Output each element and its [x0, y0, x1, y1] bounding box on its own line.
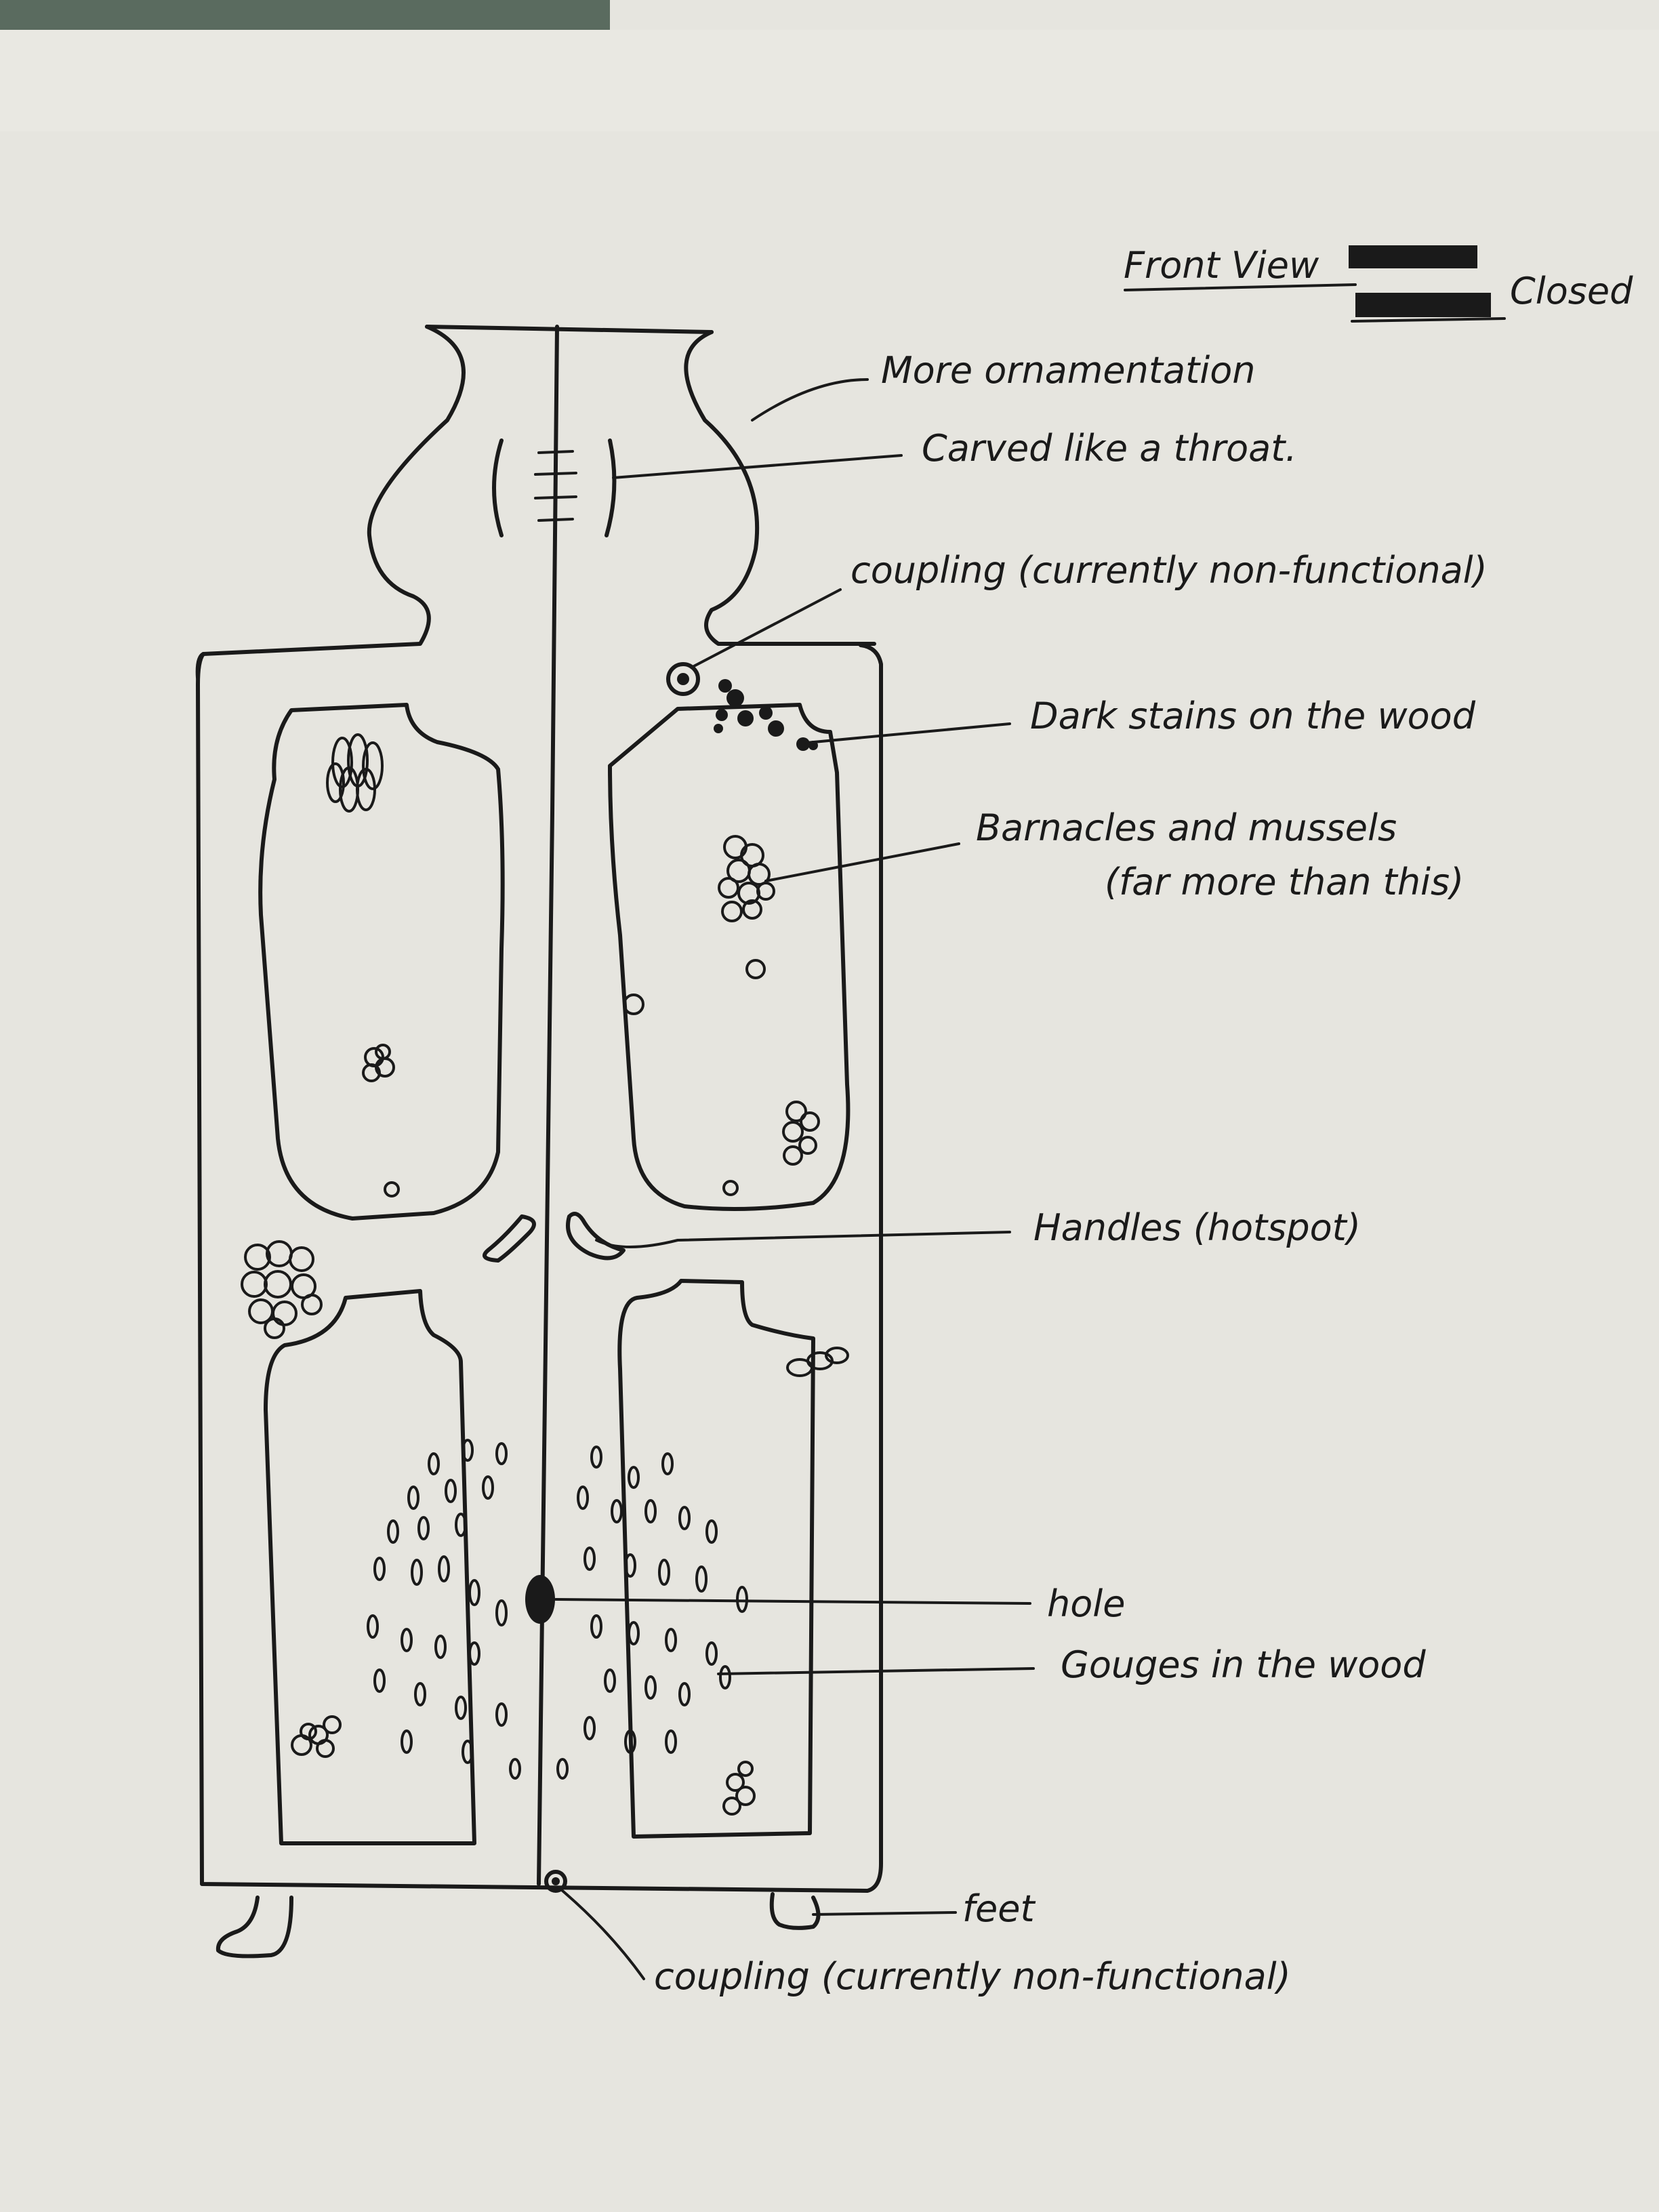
- hole[interactable]: [525, 1575, 555, 1624]
- mussel-cluster-upper-left: [326, 733, 384, 813]
- throat-carving-left: [492, 438, 504, 537]
- barnacle-cluster-lower-right-top: [786, 1347, 849, 1377]
- foot-left: [216, 1896, 293, 1959]
- leader-ornamentation: [751, 378, 869, 422]
- wardrobe-top-rim: [425, 325, 714, 334]
- leader-coupling-top: [690, 588, 842, 669]
- barnacle-single: [745, 959, 766, 979]
- leader-handles: [595, 1231, 1011, 1248]
- label-coupling-top: coupling (currently non-functional): [851, 549, 1488, 592]
- knob-left: [384, 1181, 400, 1197]
- coupling-top-center: [677, 673, 689, 685]
- upper-left-panel: [258, 703, 505, 1221]
- label-feet: feet: [962, 1887, 1036, 1930]
- coupling-bottom-center: [552, 1877, 560, 1885]
- barnacle-cluster-upper-right: [718, 835, 775, 922]
- leader-throat: [612, 454, 903, 479]
- handle-right[interactable]: [566, 1212, 626, 1261]
- label-handles: Handles (hotspot): [1033, 1206, 1361, 1249]
- leader-dark-stains: [805, 722, 1011, 744]
- label-gouges: Gouges in the wood: [1061, 1643, 1426, 1686]
- lower-right-panel: [617, 1279, 815, 1839]
- gouges: [367, 1439, 748, 1780]
- coupling-bottom[interactable]: [544, 1870, 567, 1893]
- upper-right-panel: [608, 703, 851, 1211]
- barnacle-cluster-lower-right: [722, 1761, 756, 1816]
- cabinet-body-outline: [196, 643, 883, 1893]
- leader-gouges: [717, 1667, 1035, 1675]
- knob-right: [722, 1180, 739, 1196]
- label-dark-stains: Dark stains on the wood: [1030, 695, 1476, 737]
- title-underline: [1124, 283, 1357, 291]
- label-barnacles: Barnacles and mussels: [976, 806, 1397, 849]
- leader-barnacles: [764, 842, 960, 882]
- label-hole: hole: [1047, 1582, 1126, 1625]
- handle-left[interactable]: [483, 1214, 536, 1263]
- barnacle-cluster-outer-left: [241, 1240, 323, 1339]
- state-text: Closed: [1510, 270, 1633, 312]
- label-barnacles-note: (far more than this): [1105, 861, 1464, 903]
- label-coupling-bottom: coupling (currently non-functional): [654, 1955, 1291, 1998]
- dark-stains: [714, 679, 818, 751]
- label-throat: Carved like a throat.: [922, 427, 1297, 470]
- leader-feet: [812, 1911, 957, 1916]
- state-underline: [1351, 317, 1506, 323]
- barnacle-cluster-upper-left-small: [362, 1044, 395, 1082]
- fabric-backdrop: [0, 0, 610, 30]
- label-ornamentation: More ornamentation: [881, 349, 1256, 392]
- title-text: Front View: [1124, 244, 1319, 287]
- barnacle-cluster-upper-right-low: [782, 1101, 820, 1166]
- leader-hole: [554, 1598, 1031, 1605]
- paper-top-edge: [0, 30, 1659, 131]
- lower-left-panel: [264, 1289, 476, 1845]
- barnacle-edge: [623, 994, 644, 1015]
- leader-coupling-bottom: [561, 1889, 645, 1980]
- scribble-out-2: [1355, 293, 1491, 317]
- center-seam: [537, 325, 559, 1886]
- coupling-top[interactable]: [666, 662, 700, 696]
- throat-carving-right: [605, 438, 617, 537]
- wardrobe-top-outline: [195, 325, 876, 680]
- scribble-out: [1349, 245, 1477, 268]
- barnacle-cluster-lower-left: [291, 1715, 342, 1758]
